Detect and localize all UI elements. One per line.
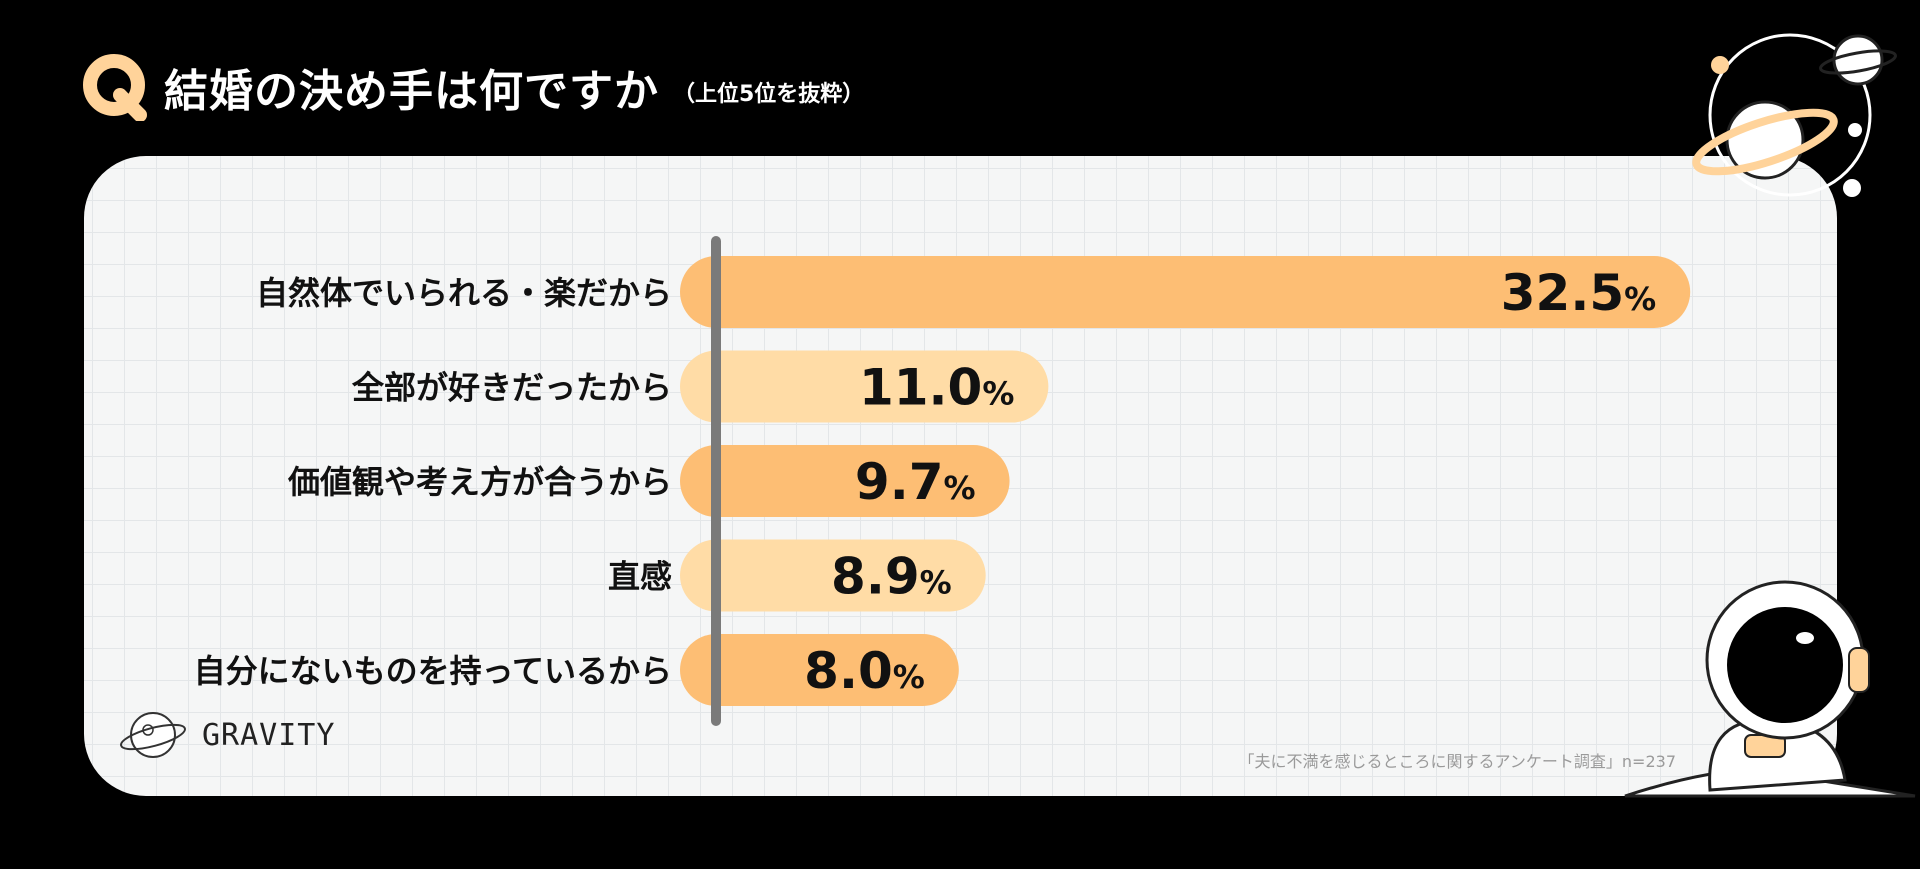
- bar-3: [680, 445, 1010, 517]
- bar-2: [680, 350, 1049, 423]
- astronaut-decoration-icon: [1624, 580, 1916, 798]
- value-label-3: 9.7%: [855, 453, 976, 511]
- q-badge-icon: [83, 54, 147, 121]
- bar-5: [680, 634, 959, 706]
- brand-name: GRAVITY: [202, 717, 336, 753]
- brand-logo: GRAVITY: [118, 700, 335, 770]
- chart-title: 結婚の決め手は何ですか: [164, 66, 659, 117]
- category-label-5: 自分にないものを持っているから: [194, 652, 672, 690]
- category-label-2: 全部が好きだったから: [351, 369, 672, 407]
- planet-decoration-icon: [1692, 33, 1897, 197]
- source-note: 「夫に不満を感じるところに関するアンケート調査」n=237: [1238, 752, 1676, 771]
- category-axis-line: [711, 236, 721, 726]
- category-label-3: 価値観や考え方が合うから: [287, 463, 672, 501]
- category-label-4: 直感: [608, 558, 672, 596]
- value-label-5: 8.0%: [804, 642, 925, 700]
- chart-title-area: 結婚の決め手は何ですか （上位5位を抜粋）: [82, 52, 864, 122]
- planet-logo-icon: [120, 712, 186, 758]
- value-label-1: 32.5%: [1501, 264, 1656, 322]
- category-label-1: 自然体でいられる・楽だから: [256, 274, 672, 312]
- value-label-2: 11.0%: [859, 359, 1014, 417]
- chart-subtitle: （上位5位を抜粋）: [673, 82, 865, 107]
- bar-1: [680, 256, 1691, 328]
- value-label-4: 8.9%: [831, 548, 952, 606]
- bar-4: [680, 539, 986, 612]
